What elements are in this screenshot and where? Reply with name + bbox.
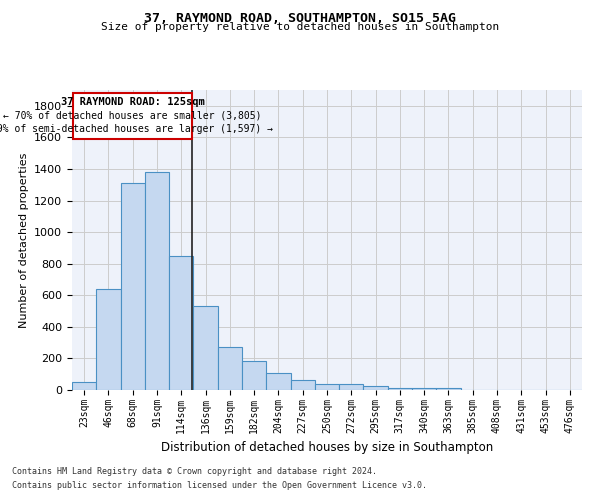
- Bar: [218, 346, 242, 390]
- Bar: [242, 361, 266, 390]
- Text: Contains HM Land Registry data © Crown copyright and database right 2024.: Contains HM Land Registry data © Crown c…: [12, 467, 377, 476]
- Bar: [145, 172, 169, 390]
- Text: Size of property relative to detached houses in Southampton: Size of property relative to detached ho…: [101, 22, 499, 32]
- Bar: [266, 374, 290, 390]
- Y-axis label: Number of detached properties: Number of detached properties: [19, 152, 29, 328]
- Bar: [169, 256, 193, 390]
- Bar: [72, 382, 96, 390]
- Bar: [364, 386, 388, 390]
- Text: 37 RAYMOND ROAD: 125sqm: 37 RAYMOND ROAD: 125sqm: [61, 97, 205, 107]
- Bar: [96, 289, 121, 390]
- Text: ← 70% of detached houses are smaller (3,805): ← 70% of detached houses are smaller (3,…: [3, 110, 262, 120]
- Bar: [388, 388, 412, 390]
- Bar: [193, 306, 218, 390]
- X-axis label: Distribution of detached houses by size in Southampton: Distribution of detached houses by size …: [161, 441, 493, 454]
- Bar: [412, 388, 436, 390]
- Bar: [315, 384, 339, 390]
- Bar: [290, 380, 315, 390]
- FancyBboxPatch shape: [73, 93, 192, 139]
- Text: 37, RAYMOND ROAD, SOUTHAMPTON, SO15 5AG: 37, RAYMOND ROAD, SOUTHAMPTON, SO15 5AG: [144, 12, 456, 26]
- Text: 29% of semi-detached houses are larger (1,597) →: 29% of semi-detached houses are larger (…: [0, 124, 274, 134]
- Bar: [121, 183, 145, 390]
- Bar: [339, 384, 364, 390]
- Text: Contains public sector information licensed under the Open Government Licence v3: Contains public sector information licen…: [12, 481, 427, 490]
- Bar: [436, 388, 461, 390]
